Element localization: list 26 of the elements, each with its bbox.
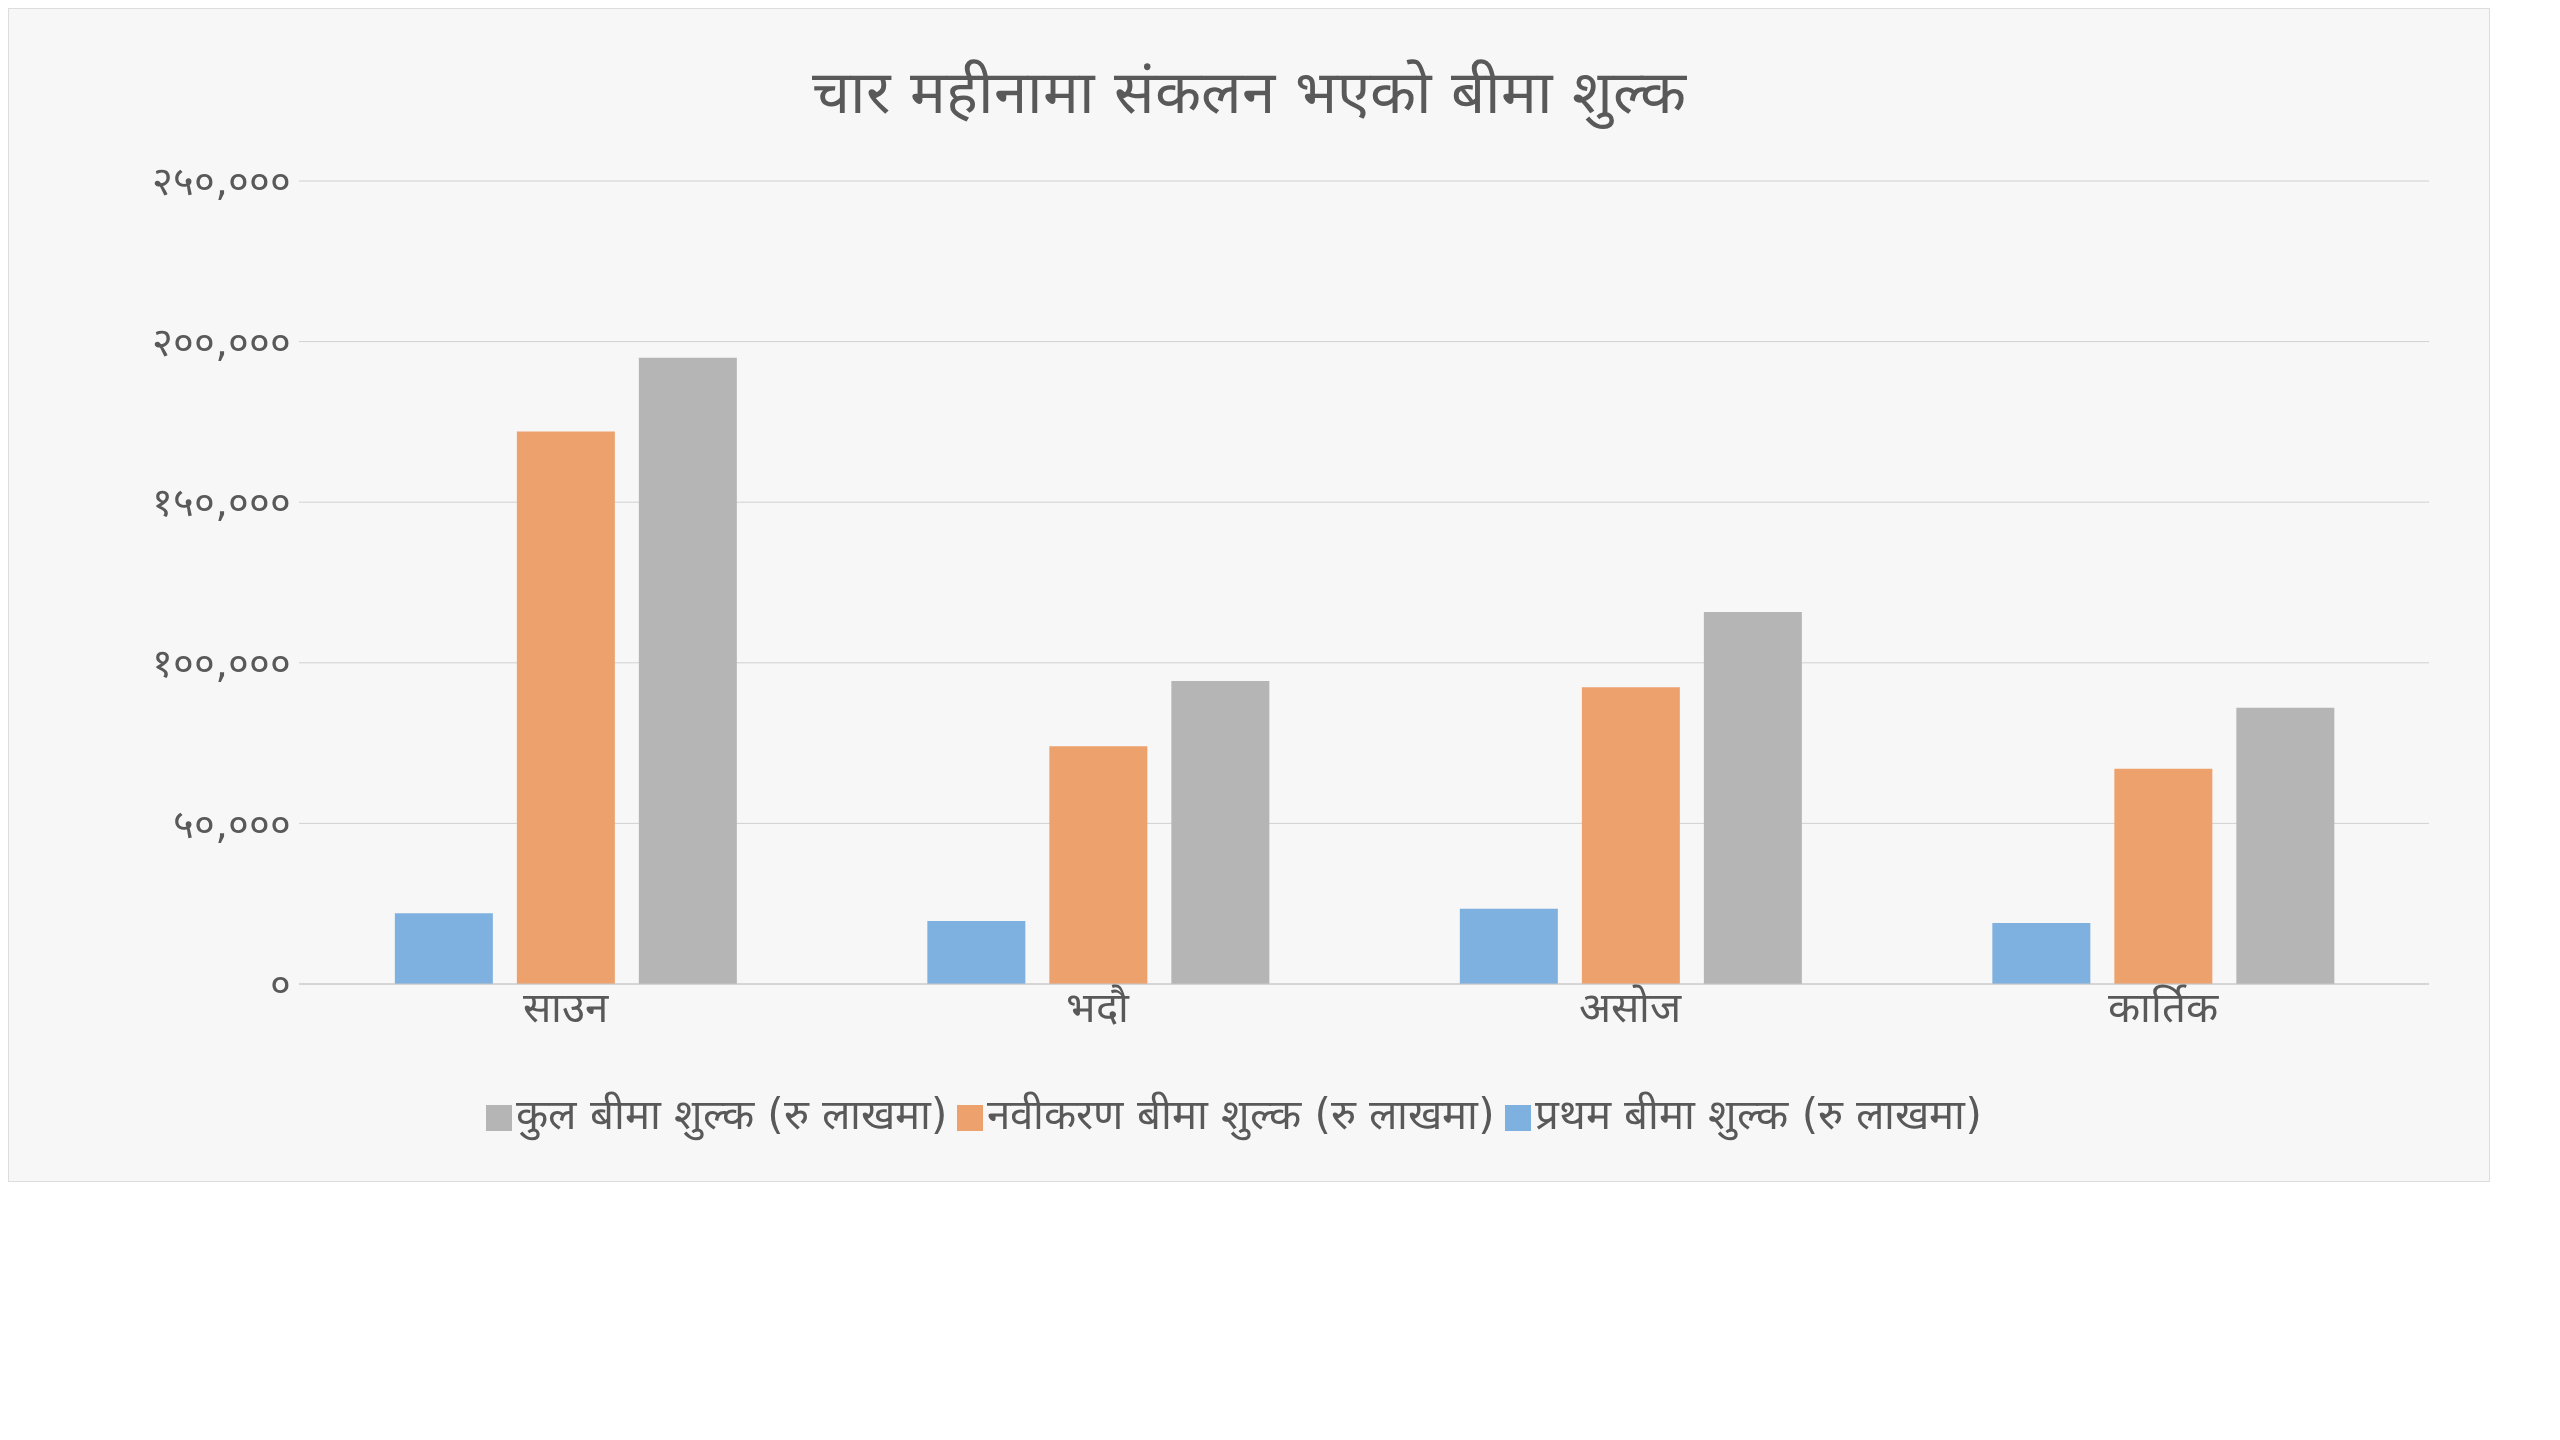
y-tick-label: १५०,०००	[152, 479, 291, 526]
x-tick-label: कार्तिक	[2107, 982, 2219, 1032]
bar	[2236, 707, 2335, 984]
chart-title: चार महीनामा संकलन भएको बीमा शुल्क	[811, 56, 1688, 131]
y-tick-label: १००,०००	[152, 640, 291, 686]
bar	[2114, 768, 2213, 984]
bar	[1703, 612, 1802, 984]
bar	[1992, 922, 2091, 984]
legend-label: कुल बीमा शुल्क (रु लाखमा)	[516, 1090, 948, 1139]
x-tick-label: असोज	[1579, 982, 1683, 1032]
legend-label: नवीकरण बीमा शुल्क (रु लाखमा)	[987, 1090, 1495, 1139]
bar	[1459, 908, 1558, 984]
bar	[927, 921, 1026, 984]
x-tick-label: साउन	[522, 982, 609, 1032]
x-tick-label: भदौ	[1066, 982, 1131, 1032]
y-tick-label: २००,०००	[152, 318, 291, 365]
y-tick-label: ५०,०००	[173, 800, 291, 847]
legend-label: प्रथम बीमा शुल्क (रु लाखमा)	[1534, 1090, 1982, 1139]
y-tick-label: २५०,०००	[152, 158, 291, 205]
y-tick-label: ०	[270, 961, 291, 1008]
bar	[1171, 681, 1270, 984]
bar	[638, 357, 737, 984]
bar	[1049, 746, 1148, 984]
bar	[394, 913, 493, 984]
bar	[516, 431, 615, 984]
bar	[1581, 687, 1680, 984]
